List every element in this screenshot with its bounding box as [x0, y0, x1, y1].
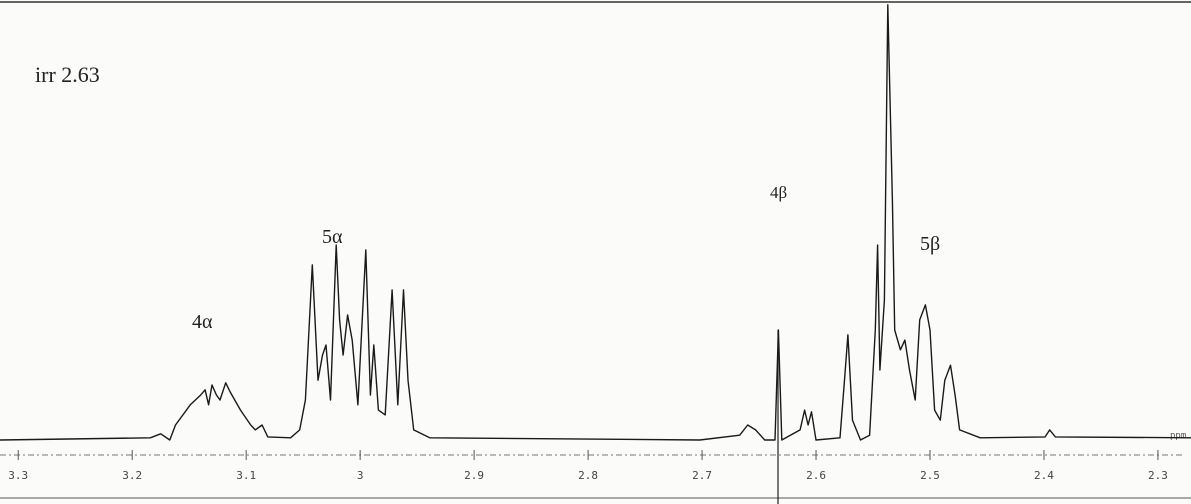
x-tick-label: 2.6: [806, 469, 826, 482]
x-tick-label: 2.4: [1034, 469, 1054, 482]
x-tick-label: 2.9: [464, 469, 484, 482]
x-tick-label: 2.8: [578, 469, 598, 482]
x-tick-label: 2.5: [920, 469, 940, 482]
annotation: irr 2.63: [35, 62, 100, 87]
annotation: 5α: [322, 226, 343, 248]
annotation: 4α: [192, 311, 213, 333]
x-tick-label: 3: [357, 469, 364, 482]
x-tick-label: 2.3: [1148, 469, 1168, 482]
annotation: 4β: [770, 183, 787, 202]
x-tick-label: 3.1: [236, 469, 256, 482]
x-axis-label: ppm: [1170, 431, 1186, 441]
annotation: 5β: [920, 233, 940, 255]
x-tick-label: 3.3: [8, 469, 28, 482]
spectrum-line: [0, 4, 1191, 441]
x-tick-label: 2.7: [692, 469, 712, 482]
x-tick-label: 3.2: [122, 469, 142, 482]
